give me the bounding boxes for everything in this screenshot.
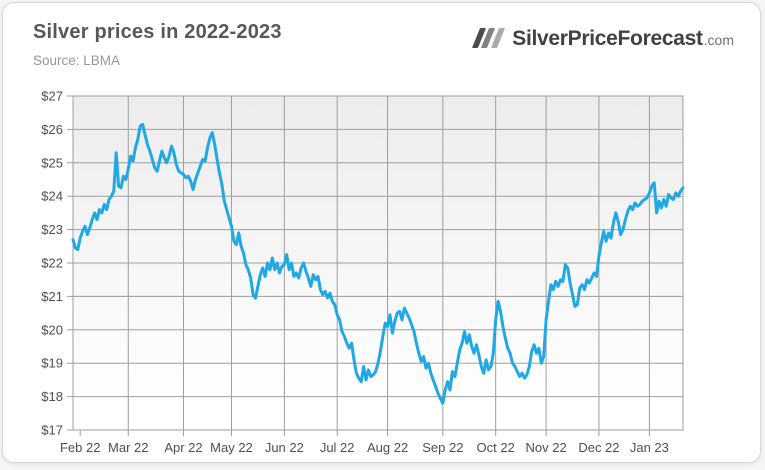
y-tick-label: $27: [41, 89, 63, 104]
silver-price-line-chart: $27 $26 $25 $24 $23 $22 $21 $20 $19 $18 $17 Feb 22 M…: [41, 89, 685, 455]
source-label: Source: LBMA: [33, 53, 121, 68]
y-tick-label: $23: [41, 222, 63, 237]
brand-logo: SilverPriceForecast .com: [471, 25, 734, 51]
x-tick-label: Oct 22: [477, 440, 515, 455]
y-tick-label: $24: [41, 189, 63, 204]
brand-tld: .com: [703, 32, 734, 48]
brand-name: SilverPriceForecast: [512, 27, 703, 50]
y-tick-label: $20: [41, 322, 63, 337]
x-tick-label: May 22: [210, 440, 253, 455]
y-tick-label: $19: [41, 356, 63, 371]
x-tick-label: Nov 22: [526, 440, 567, 455]
page-title: Silver prices in 2022-2023: [33, 21, 282, 43]
y-tick-label: $25: [41, 155, 63, 170]
x-tick-label: Mar 22: [108, 440, 148, 455]
x-tick-label: Aug 22: [367, 440, 408, 455]
price-line: [71, 122, 685, 405]
y-tick-label: $17: [41, 423, 63, 438]
plot-border: [72, 95, 684, 431]
x-tick-label: Jun 22: [265, 440, 304, 455]
y-tick-label: $21: [41, 289, 63, 304]
y-tick-label: $18: [41, 389, 63, 404]
chart-card: Silver prices in 2022-2023 Source: LBMA …: [2, 2, 761, 463]
x-tick-label: Apr 22: [164, 440, 202, 455]
x-tick-label: Sep 22: [422, 440, 463, 455]
y-tick-label: $22: [41, 256, 63, 271]
x-tick-label: Feb 22: [60, 440, 100, 455]
y-tick-label: $26: [41, 122, 63, 137]
x-tick-label: Dec 22: [578, 440, 619, 455]
x-tick-label: Jul 22: [320, 440, 355, 455]
x-tick-label: Jan 23: [630, 440, 669, 455]
